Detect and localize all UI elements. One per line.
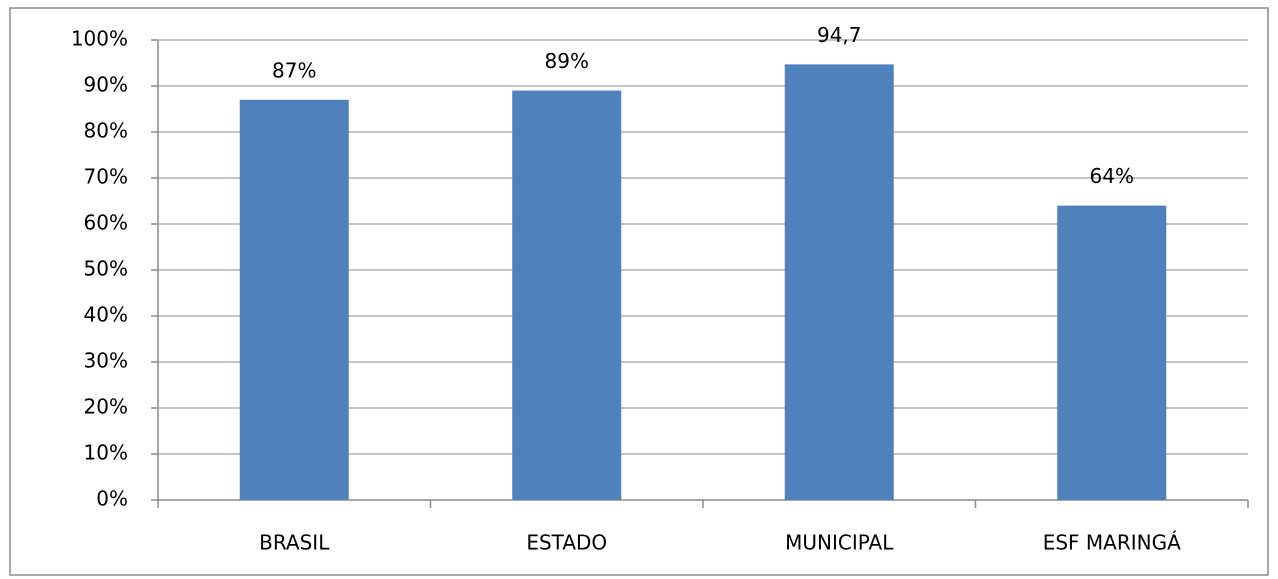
x-tick-label: MUNICIPAL [785, 531, 894, 555]
x-tick-label: BRASIL [259, 531, 330, 555]
x-tick-label: ESTADO [526, 531, 607, 555]
bar [784, 64, 894, 500]
y-tick-label: 80% [84, 119, 128, 143]
y-tick-label: 0% [96, 487, 128, 511]
y-tick-label: 20% [84, 395, 128, 419]
y-tick-label: 30% [84, 349, 128, 373]
y-tick-label: 50% [84, 257, 128, 281]
x-tick-label: ESF MARINGÁ [1043, 531, 1181, 555]
y-tick-label: 40% [84, 303, 128, 327]
bar [512, 90, 622, 500]
y-tick-label: 70% [84, 165, 128, 189]
y-tick-label: 10% [84, 441, 128, 465]
y-tick-label: 60% [84, 211, 128, 235]
data-label: 89% [545, 49, 589, 73]
y-tick-label: 90% [84, 73, 128, 97]
data-label: 64% [1090, 164, 1134, 188]
data-label: 87% [272, 58, 316, 82]
bar [1057, 205, 1167, 500]
bar [239, 99, 349, 501]
data-label: 94,7 [817, 23, 862, 47]
y-tick-label: 100% [71, 27, 128, 51]
